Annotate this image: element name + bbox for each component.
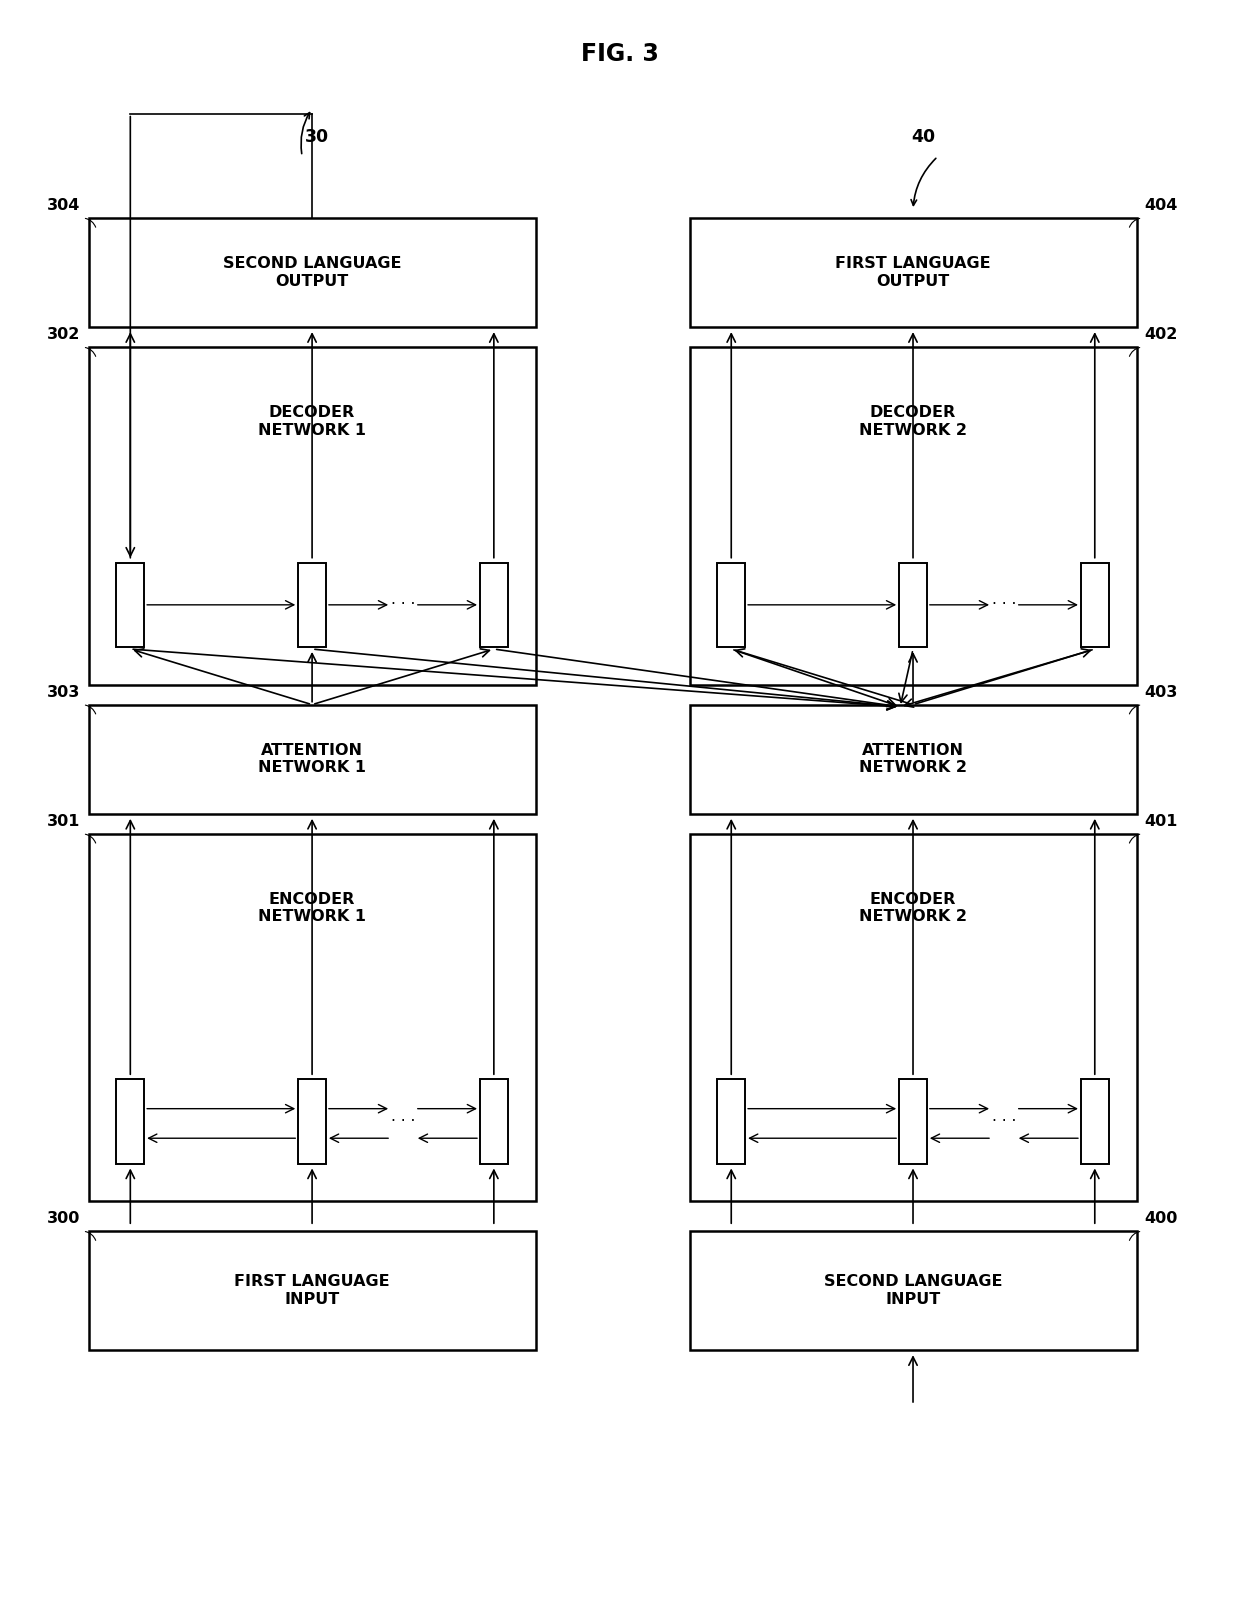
Text: FIRST LANGUAGE
OUTPUT: FIRST LANGUAGE OUTPUT: [836, 257, 991, 289]
Text: 40: 40: [911, 127, 935, 146]
Text: ENCODER
NETWORK 2: ENCODER NETWORK 2: [859, 892, 967, 924]
Text: 404: 404: [1145, 197, 1178, 213]
Text: DECODER
NETWORK 2: DECODER NETWORK 2: [859, 406, 967, 438]
Text: 300: 300: [47, 1211, 81, 1225]
Bar: [689, 834, 1137, 1201]
Bar: [1081, 1079, 1109, 1163]
Bar: [480, 1079, 507, 1163]
Text: FIRST LANGUAGE
INPUT: FIRST LANGUAGE INPUT: [234, 1275, 389, 1307]
Text: 304: 304: [47, 197, 81, 213]
Text: 403: 403: [1145, 685, 1178, 699]
Bar: [689, 1232, 1137, 1351]
Text: 402: 402: [1145, 327, 1178, 342]
Text: SECOND LANGUAGE
OUTPUT: SECOND LANGUAGE OUTPUT: [223, 257, 402, 289]
Text: 30: 30: [305, 127, 329, 146]
Text: ENCODER
NETWORK 1: ENCODER NETWORK 1: [258, 892, 366, 924]
Bar: [88, 1232, 536, 1351]
Text: 301: 301: [47, 813, 81, 829]
Bar: [298, 563, 326, 646]
Text: 302: 302: [47, 327, 81, 342]
Bar: [899, 563, 928, 646]
Bar: [689, 704, 1137, 813]
Text: 400: 400: [1145, 1211, 1178, 1225]
Bar: [1081, 563, 1109, 646]
Text: · · ·: · · ·: [391, 597, 415, 613]
Bar: [88, 346, 536, 685]
Text: 401: 401: [1145, 813, 1178, 829]
Bar: [718, 1079, 745, 1163]
Bar: [298, 1079, 326, 1163]
Text: FIG. 3: FIG. 3: [582, 42, 658, 66]
Bar: [88, 218, 536, 327]
Text: ATTENTION
NETWORK 2: ATTENTION NETWORK 2: [859, 743, 967, 775]
Text: · · ·: · · ·: [391, 1113, 415, 1129]
Bar: [689, 218, 1137, 327]
Bar: [480, 563, 507, 646]
Text: · · ·: · · ·: [992, 597, 1016, 613]
Text: 303: 303: [47, 685, 81, 699]
Bar: [899, 1079, 928, 1163]
Bar: [117, 563, 144, 646]
Bar: [117, 1079, 144, 1163]
Bar: [689, 346, 1137, 685]
Bar: [88, 704, 536, 813]
Bar: [88, 834, 536, 1201]
Text: · · ·: · · ·: [992, 1113, 1016, 1129]
Text: SECOND LANGUAGE
INPUT: SECOND LANGUAGE INPUT: [823, 1275, 1002, 1307]
Bar: [718, 563, 745, 646]
Text: DECODER
NETWORK 1: DECODER NETWORK 1: [258, 406, 366, 438]
Text: ATTENTION
NETWORK 1: ATTENTION NETWORK 1: [258, 743, 366, 775]
